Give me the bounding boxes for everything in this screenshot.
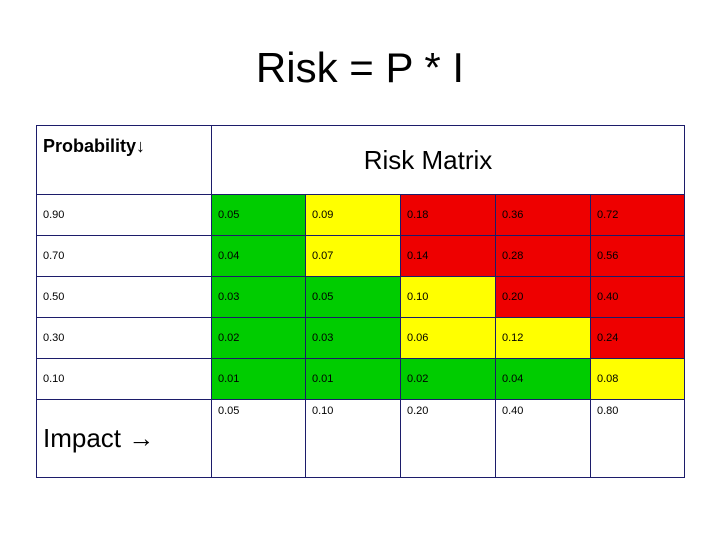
risk-cell: 0.06 (400, 317, 496, 359)
impact-value: 0.20 (400, 399, 496, 478)
risk-cell: 0.07 (305, 235, 401, 277)
matrix-row: 0.10 0.01 0.01 0.02 0.04 0.08 (36, 358, 685, 400)
risk-cell: 0.01 (305, 358, 401, 400)
risk-cell: 0.03 (211, 276, 306, 318)
matrix-row: 0.50 0.03 0.05 0.10 0.20 0.40 (36, 276, 685, 318)
matrix-row: 0.70 0.04 0.07 0.14 0.28 0.56 (36, 235, 685, 277)
impact-value: 0.80 (590, 399, 685, 478)
risk-cell: 0.08 (590, 358, 685, 400)
probability-value: 0.90 (36, 194, 212, 236)
risk-cell: 0.28 (495, 235, 591, 277)
impact-label: Impact → (36, 399, 212, 478)
risk-matrix-table: Probability↓ Risk Matrix 0.90 0.05 0.09 0.1… (36, 125, 685, 478)
probability-value: 0.10 (36, 358, 212, 400)
risk-cell: 0.04 (211, 235, 306, 277)
risk-cell: 0.02 (211, 317, 306, 359)
impact-value: 0.10 (305, 399, 401, 478)
risk-cell: 0.04 (495, 358, 591, 400)
risk-cell: 0.14 (400, 235, 496, 277)
risk-cell: 0.24 (590, 317, 685, 359)
impact-row: Impact → 0.05 0.10 0.20 0.40 0.80 (36, 399, 685, 478)
risk-cell: 0.05 (211, 194, 306, 236)
probability-value: 0.70 (36, 235, 212, 277)
risk-cell: 0.56 (590, 235, 685, 277)
risk-cell: 0.01 (211, 358, 306, 400)
impact-value: 0.05 (211, 399, 306, 478)
risk-cell: 0.09 (305, 194, 401, 236)
risk-cell: 0.05 (305, 276, 401, 318)
risk-cell: 0.40 (590, 276, 685, 318)
header-row: Probability↓ Risk Matrix (36, 125, 685, 195)
risk-cell: 0.72 (590, 194, 685, 236)
risk-cell: 0.10 (400, 276, 496, 318)
probability-header: Probability↓ (36, 125, 212, 195)
risk-cell: 0.03 (305, 317, 401, 359)
risk-cell: 0.12 (495, 317, 591, 359)
risk-cell: 0.18 (400, 194, 496, 236)
matrix-title: Risk Matrix (211, 125, 685, 195)
risk-cell: 0.02 (400, 358, 496, 400)
slide-title: Risk = P * I (255, 44, 465, 91)
matrix-row: 0.30 0.02 0.03 0.06 0.12 0.24 (36, 317, 685, 359)
risk-cell: 0.20 (495, 276, 591, 318)
probability-value: 0.50 (36, 276, 212, 318)
risk-cell: 0.36 (495, 194, 591, 236)
matrix-row: 0.90 0.05 0.09 0.18 0.36 0.72 (36, 194, 685, 236)
probability-value: 0.30 (36, 317, 212, 359)
impact-value: 0.40 (495, 399, 591, 478)
